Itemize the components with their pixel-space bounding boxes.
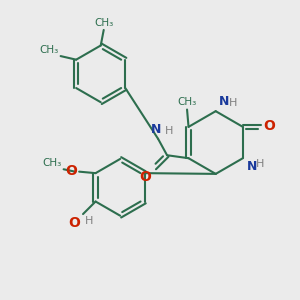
Text: O: O bbox=[140, 170, 152, 184]
Text: H: H bbox=[165, 126, 173, 136]
Text: H: H bbox=[229, 98, 237, 108]
Text: N: N bbox=[151, 123, 161, 136]
Text: CH₃: CH₃ bbox=[39, 45, 58, 55]
Text: CH₃: CH₃ bbox=[94, 18, 113, 28]
Text: O: O bbox=[263, 119, 275, 133]
Text: H: H bbox=[256, 159, 264, 169]
Text: CH₃: CH₃ bbox=[177, 97, 197, 107]
Text: N: N bbox=[246, 160, 257, 173]
Text: H: H bbox=[85, 216, 93, 226]
Text: CH₃: CH₃ bbox=[43, 158, 62, 168]
Text: O: O bbox=[65, 164, 77, 178]
Text: N: N bbox=[219, 95, 230, 108]
Text: O: O bbox=[68, 216, 80, 230]
